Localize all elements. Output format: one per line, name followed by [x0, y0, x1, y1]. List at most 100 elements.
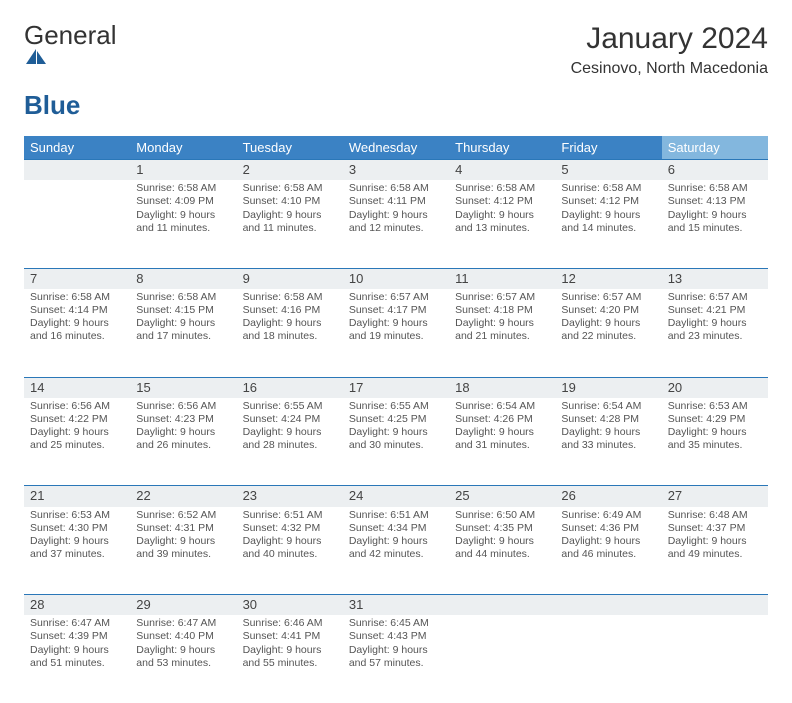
sunrise-line: Sunrise: 6:58 AM — [136, 182, 216, 194]
sunset-line: Sunset: 4:32 PM — [243, 522, 321, 534]
calendar-empty-cell — [449, 615, 555, 703]
sunset-line: Sunset: 4:24 PM — [243, 413, 321, 425]
month-year-title: January 2024 — [571, 22, 768, 56]
calendar-day-4-info: Sunrise: 6:58 AMSunset: 4:12 PMDaylight:… — [449, 180, 555, 268]
daylight-line: Daylight: 9 hours and 16 minutes. — [30, 317, 109, 342]
calendar-day-4-number: 4 — [449, 160, 555, 181]
daylight-line: Daylight: 9 hours and 37 minutes. — [30, 535, 109, 560]
calendar-day-22-info: Sunrise: 6:52 AMSunset: 4:31 PMDaylight:… — [130, 507, 236, 595]
sunset-line: Sunset: 4:12 PM — [455, 195, 533, 207]
brand-text: General Blue — [24, 22, 117, 118]
calendar-day-30-details: Sunrise: 6:46 AMSunset: 4:41 PMDaylight:… — [237, 615, 343, 676]
calendar-day-21-info: Sunrise: 6:53 AMSunset: 4:30 PMDaylight:… — [24, 507, 130, 595]
daylight-line: Daylight: 9 hours and 18 minutes. — [243, 317, 322, 342]
calendar-day-15-number: 15 — [130, 377, 236, 398]
calendar-day-8-number: 8 — [130, 268, 236, 289]
calendar-week-1-info-row: Sunrise: 6:58 AMSunset: 4:09 PMDaylight:… — [24, 180, 768, 268]
sunset-line: Sunset: 4:40 PM — [136, 630, 214, 642]
calendar-day-5-info: Sunrise: 6:58 AMSunset: 4:12 PMDaylight:… — [555, 180, 661, 268]
daylight-line: Daylight: 9 hours and 39 minutes. — [136, 535, 215, 560]
calendar-day-16-info: Sunrise: 6:55 AMSunset: 4:24 PMDaylight:… — [237, 398, 343, 486]
sunrise-line: Sunrise: 6:58 AM — [136, 291, 216, 303]
sunset-line: Sunset: 4:22 PM — [30, 413, 108, 425]
sunrise-line: Sunrise: 6:51 AM — [349, 509, 429, 521]
sunrise-line: Sunrise: 6:45 AM — [349, 617, 429, 629]
sunrise-line: Sunrise: 6:57 AM — [349, 291, 429, 303]
calendar-day-14-details: Sunrise: 6:56 AMSunset: 4:22 PMDaylight:… — [24, 398, 130, 459]
sunset-line: Sunset: 4:16 PM — [243, 304, 321, 316]
sunrise-line: Sunrise: 6:58 AM — [349, 182, 429, 194]
weekday-header-wednesday: Wednesday — [343, 136, 449, 160]
calendar-day-27-details: Sunrise: 6:48 AMSunset: 4:37 PMDaylight:… — [662, 507, 768, 568]
calendar-day-31-number: 31 — [343, 595, 449, 616]
calendar-day-11-info: Sunrise: 6:57 AMSunset: 4:18 PMDaylight:… — [449, 289, 555, 377]
daylight-line: Daylight: 9 hours and 25 minutes. — [30, 426, 109, 451]
sunset-line: Sunset: 4:36 PM — [561, 522, 639, 534]
calendar-day-16-details: Sunrise: 6:55 AMSunset: 4:24 PMDaylight:… — [237, 398, 343, 459]
daylight-line: Daylight: 9 hours and 57 minutes. — [349, 644, 428, 669]
calendar-day-4-details: Sunrise: 6:58 AMSunset: 4:12 PMDaylight:… — [449, 180, 555, 241]
calendar-day-6-number: 6 — [662, 160, 768, 181]
page-header: General Blue January 2024 Cesinovo, Nort… — [24, 22, 768, 118]
daylight-line: Daylight: 9 hours and 55 minutes. — [243, 644, 322, 669]
sunrise-line: Sunrise: 6:58 AM — [561, 182, 641, 194]
sunset-line: Sunset: 4:35 PM — [455, 522, 533, 534]
calendar-day-31-info: Sunrise: 6:45 AMSunset: 4:43 PMDaylight:… — [343, 615, 449, 703]
calendar-day-29-info: Sunrise: 6:47 AMSunset: 4:40 PMDaylight:… — [130, 615, 236, 703]
daylight-line: Daylight: 9 hours and 35 minutes. — [668, 426, 747, 451]
calendar-empty-cell — [24, 180, 130, 268]
calendar-day-22-number: 22 — [130, 486, 236, 507]
calendar-day-12-number: 12 — [555, 268, 661, 289]
sunset-line: Sunset: 4:11 PM — [349, 195, 426, 207]
calendar-day-25-number: 25 — [449, 486, 555, 507]
sunrise-line: Sunrise: 6:58 AM — [243, 291, 323, 303]
sunrise-line: Sunrise: 6:57 AM — [561, 291, 641, 303]
weekday-header-friday: Friday — [555, 136, 661, 160]
calendar-day-10-info: Sunrise: 6:57 AMSunset: 4:17 PMDaylight:… — [343, 289, 449, 377]
sunset-line: Sunset: 4:26 PM — [455, 413, 533, 425]
calendar-day-23-details: Sunrise: 6:51 AMSunset: 4:32 PMDaylight:… — [237, 507, 343, 568]
sunset-line: Sunset: 4:25 PM — [349, 413, 427, 425]
calendar-weekday-header: SundayMondayTuesdayWednesdayThursdayFrid… — [24, 136, 768, 160]
daylight-line: Daylight: 9 hours and 42 minutes. — [349, 535, 428, 560]
daylight-line: Daylight: 9 hours and 51 minutes. — [30, 644, 109, 669]
calendar-day-9-info: Sunrise: 6:58 AMSunset: 4:16 PMDaylight:… — [237, 289, 343, 377]
sunrise-line: Sunrise: 6:55 AM — [349, 400, 429, 412]
calendar-day-24-info: Sunrise: 6:51 AMSunset: 4:34 PMDaylight:… — [343, 507, 449, 595]
sunset-line: Sunset: 4:28 PM — [561, 413, 639, 425]
calendar-day-7-details: Sunrise: 6:58 AMSunset: 4:14 PMDaylight:… — [24, 289, 130, 350]
calendar-day-25-info: Sunrise: 6:50 AMSunset: 4:35 PMDaylight:… — [449, 507, 555, 595]
daylight-line: Daylight: 9 hours and 46 minutes. — [561, 535, 640, 560]
calendar-day-26-info: Sunrise: 6:49 AMSunset: 4:36 PMDaylight:… — [555, 507, 661, 595]
calendar-day-31-details: Sunrise: 6:45 AMSunset: 4:43 PMDaylight:… — [343, 615, 449, 676]
sunset-line: Sunset: 4:30 PM — [30, 522, 108, 534]
daylight-line: Daylight: 9 hours and 31 minutes. — [455, 426, 534, 451]
calendar-day-23-number: 23 — [237, 486, 343, 507]
sunset-line: Sunset: 4:29 PM — [668, 413, 746, 425]
calendar-day-24-details: Sunrise: 6:51 AMSunset: 4:34 PMDaylight:… — [343, 507, 449, 568]
calendar-day-6-details: Sunrise: 6:58 AMSunset: 4:13 PMDaylight:… — [662, 180, 768, 241]
calendar-day-10-details: Sunrise: 6:57 AMSunset: 4:17 PMDaylight:… — [343, 289, 449, 350]
sunrise-line: Sunrise: 6:54 AM — [455, 400, 535, 412]
sunrise-line: Sunrise: 6:57 AM — [455, 291, 535, 303]
calendar-day-28-details: Sunrise: 6:47 AMSunset: 4:39 PMDaylight:… — [24, 615, 130, 676]
calendar-day-8-info: Sunrise: 6:58 AMSunset: 4:15 PMDaylight:… — [130, 289, 236, 377]
calendar-day-7-info: Sunrise: 6:58 AMSunset: 4:14 PMDaylight:… — [24, 289, 130, 377]
calendar-body: 123456Sunrise: 6:58 AMSunset: 4:09 PMDay… — [24, 160, 768, 703]
calendar-day-15-details: Sunrise: 6:56 AMSunset: 4:23 PMDaylight:… — [130, 398, 236, 459]
sunrise-line: Sunrise: 6:55 AM — [243, 400, 323, 412]
calendar-day-23-info: Sunrise: 6:51 AMSunset: 4:32 PMDaylight:… — [237, 507, 343, 595]
weekday-header-thursday: Thursday — [449, 136, 555, 160]
brand-sail-icon — [25, 48, 47, 66]
calendar-day-10-number: 10 — [343, 268, 449, 289]
sunset-line: Sunset: 4:23 PM — [136, 413, 214, 425]
brand-word-1: General — [24, 20, 117, 50]
calendar-day-22-details: Sunrise: 6:52 AMSunset: 4:31 PMDaylight:… — [130, 507, 236, 568]
calendar-day-17-info: Sunrise: 6:55 AMSunset: 4:25 PMDaylight:… — [343, 398, 449, 486]
sunrise-line: Sunrise: 6:51 AM — [243, 509, 323, 521]
calendar-day-18-details: Sunrise: 6:54 AMSunset: 4:26 PMDaylight:… — [449, 398, 555, 459]
calendar-week-3-info-row: Sunrise: 6:56 AMSunset: 4:22 PMDaylight:… — [24, 398, 768, 486]
weekday-header-tuesday: Tuesday — [237, 136, 343, 160]
calendar-day-9-number: 9 — [237, 268, 343, 289]
sunrise-line: Sunrise: 6:52 AM — [136, 509, 216, 521]
